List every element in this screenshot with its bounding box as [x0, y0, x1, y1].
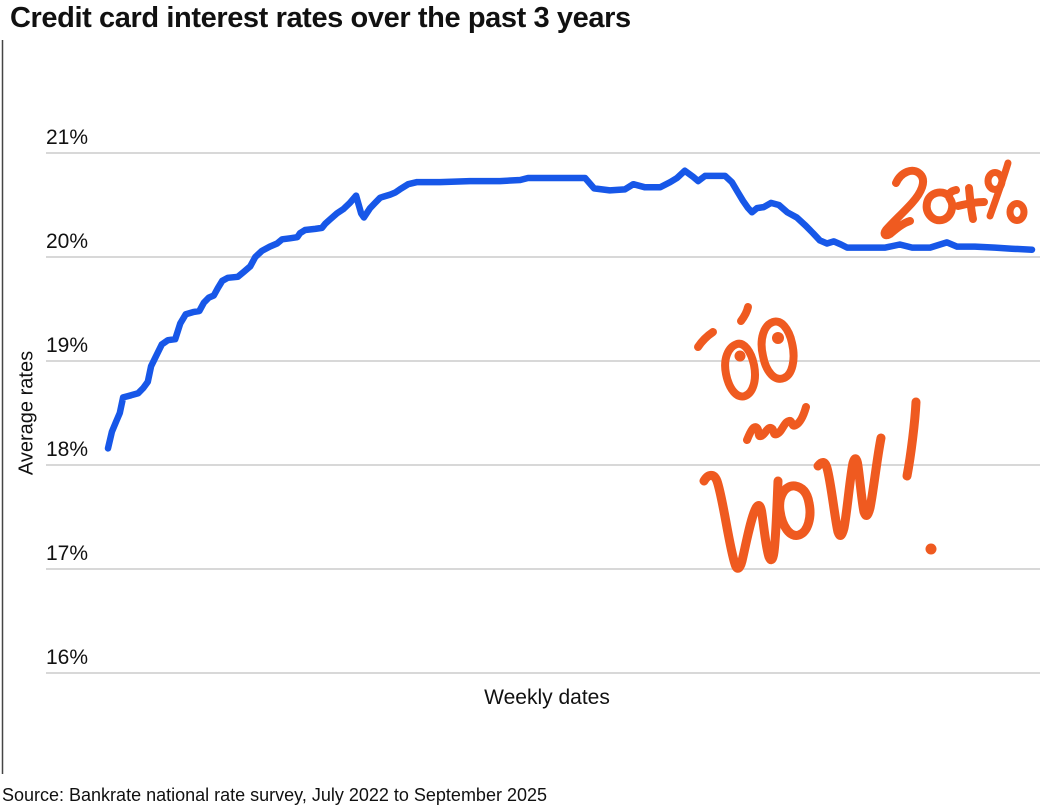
y-tick-label-19: 19% [46, 334, 89, 357]
annotation-surprised-face-doodle [694, 303, 810, 444]
annotation-20-percent-doodle [880, 159, 1028, 240]
rate-line-series [104, 167, 1036, 452]
source-note: Source: Bankrate national rate survey, J… [2, 785, 547, 805]
y-tick-label-21: 21% [46, 126, 89, 149]
y-tick-label-17: 17% [46, 542, 89, 565]
annotation-wow-doodle [699, 397, 937, 573]
chart-title: Credit card interest rates over the past… [10, 2, 631, 34]
x-axis-title: Weekly dates [484, 686, 610, 709]
y-tick-label-18: 18% [46, 438, 89, 461]
y-tick-label-20: 20% [46, 230, 89, 253]
y-tick-label-16: 16% [46, 646, 89, 669]
gridlines [46, 152, 1040, 674]
y-axis-title: Average rates [15, 350, 38, 476]
right-pupil [772, 332, 784, 344]
exclamation-dot [925, 543, 937, 555]
left-pupil [734, 350, 746, 362]
